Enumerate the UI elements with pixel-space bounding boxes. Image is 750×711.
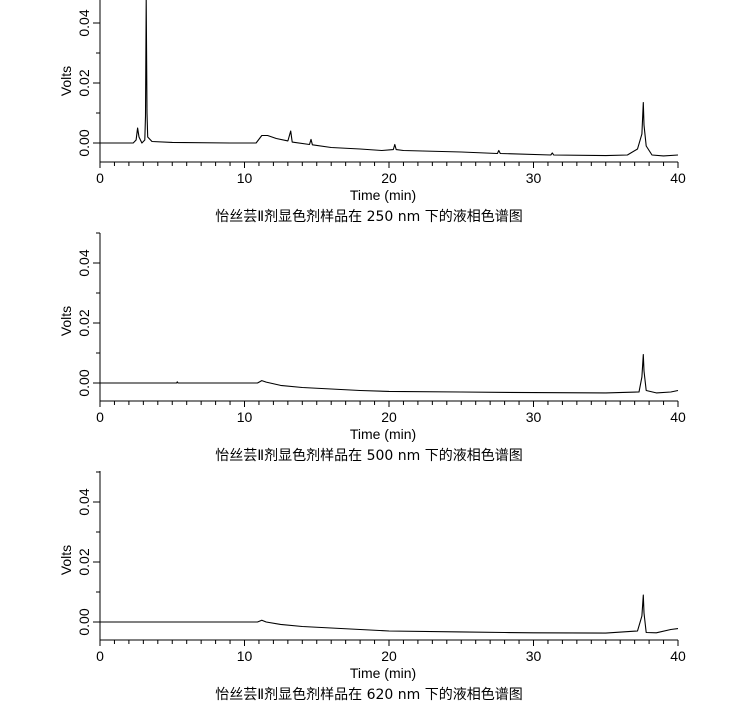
x-tick-label: 20 bbox=[381, 409, 397, 425]
y-tick-label: 0.02 bbox=[76, 309, 92, 336]
x-tick-label: 40 bbox=[670, 648, 686, 664]
y-tick-label: 0.02 bbox=[76, 548, 92, 575]
x-tick-label: 0 bbox=[96, 648, 104, 664]
x-axis-title: Time (min) bbox=[350, 665, 416, 681]
x-tick-label: 10 bbox=[237, 170, 253, 186]
x-tick-label: 20 bbox=[381, 170, 397, 186]
x-tick-label: 40 bbox=[670, 409, 686, 425]
figure-caption: 怡丝芸Ⅱ剂显色剂样品在 500 nm 下的液相色谱图 bbox=[215, 447, 522, 464]
chromatogram-panel-3: 0 10 20 30 40 0.00 0.02 0.04 Volts Time (min) 怡丝芸Ⅱ… bbox=[58, 471, 686, 703]
y-tick-label: 0.04 bbox=[76, 249, 92, 276]
y-axis-title: Volts bbox=[58, 545, 74, 575]
chromatogram-trace bbox=[100, 0, 679, 157]
y-axis-title: Volts bbox=[58, 306, 74, 336]
chromatogram-panel-2: 0 10 20 30 40 0.00 0.02 0.04 Volts Time (min) 怡丝芸Ⅱ… bbox=[58, 232, 686, 464]
x-axis-title: Time (min) bbox=[350, 426, 416, 442]
x-axis-title: Time (min) bbox=[350, 187, 416, 203]
x-tick-label: 0 bbox=[96, 170, 104, 186]
x-tick-label: 10 bbox=[237, 648, 253, 664]
chromatogram-trace bbox=[100, 353, 679, 394]
y-tick-label: 0.00 bbox=[76, 608, 92, 635]
y-tick-label: 0.04 bbox=[76, 488, 92, 515]
x-tick-label: 30 bbox=[526, 409, 542, 425]
x-tick-label: 10 bbox=[237, 409, 253, 425]
y-tick-label: 0.02 bbox=[76, 69, 92, 96]
x-tick-label: 30 bbox=[526, 648, 542, 664]
figure-caption: 怡丝芸Ⅱ剂显色剂样品在 620 nm 下的液相色谱图 bbox=[215, 686, 522, 703]
y-tick-label: 0.00 bbox=[76, 369, 92, 396]
chromatogram-panel-1: 0 10 20 30 40 0.00 0.02 0.04 Volts Time (min) 怡丝芸Ⅱ… bbox=[58, 0, 686, 225]
x-tick-label: 20 bbox=[381, 648, 397, 664]
x-tick-label: 0 bbox=[96, 409, 104, 425]
x-tick-label: 30 bbox=[526, 170, 542, 186]
figure-caption: 怡丝芸Ⅱ剂显色剂样品在 250 nm 下的液相色谱图 bbox=[215, 208, 522, 225]
y-tick-label: 0.00 bbox=[76, 129, 92, 156]
y-tick-label: 0.04 bbox=[76, 9, 92, 36]
x-tick-label: 40 bbox=[670, 170, 686, 186]
y-axis-title: Volts bbox=[58, 66, 74, 96]
chromatogram-trace bbox=[100, 594, 679, 634]
